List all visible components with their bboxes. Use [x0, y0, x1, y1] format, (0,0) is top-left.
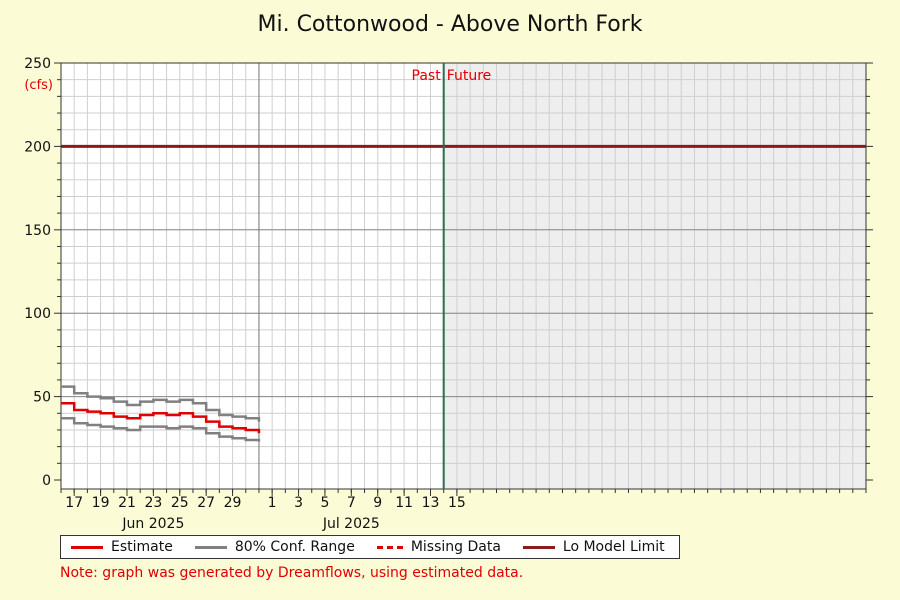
- legend-item-lo-model-limit: Lo Model Limit: [522, 539, 665, 555]
- legend: Estimate 80% Conf. Range Missing Data Lo…: [60, 535, 680, 559]
- legend-swatch-missing-data: [376, 545, 403, 549]
- legend-label-estimate: Estimate: [111, 539, 173, 555]
- x-tick-label: 23: [144, 495, 162, 511]
- x-month-label: Jul 2025: [322, 516, 380, 532]
- y-tick-label: 0: [42, 473, 51, 489]
- x-tick-label: 5: [320, 495, 329, 511]
- x-tick-label: 7: [347, 495, 356, 511]
- x-tick-label: 29: [224, 495, 242, 511]
- x-tick-label: 17: [65, 495, 83, 511]
- chart-title: Mi. Cottonwood - Above North Fork: [257, 12, 643, 37]
- series-conf-lower: [61, 417, 261, 442]
- x-tick-label: 27: [197, 495, 215, 511]
- legend-swatch-conf-range: [194, 545, 227, 549]
- x-tick-label: 3: [294, 495, 303, 511]
- legend-label-conf-range: 80% Conf. Range: [234, 539, 355, 555]
- legend-item-estimate: Estimate: [71, 539, 173, 555]
- legend-item-missing-data: Missing Data: [376, 539, 501, 555]
- legend-swatch-lo-model-limit: [522, 545, 555, 549]
- x-month-label: Jun 2025: [121, 516, 184, 532]
- y-axis-unit-label: (cfs): [24, 78, 53, 93]
- y-tick-label: 250: [24, 56, 51, 72]
- y-tick-label: 200: [24, 139, 51, 155]
- series-conf-upper: [61, 385, 261, 422]
- past-label: Past: [412, 68, 442, 84]
- y-tick-label: 50: [33, 390, 51, 406]
- legend-item-conf-range: 80% Conf. Range: [194, 539, 355, 555]
- x-tick-label: 15: [448, 495, 466, 511]
- y-tick-label: 100: [24, 306, 51, 322]
- x-tick-label: 13: [422, 495, 440, 511]
- series-estimate: [61, 402, 261, 434]
- x-tick-label: 9: [373, 495, 382, 511]
- x-tick-label: 19: [92, 495, 110, 511]
- plot-border: [60, 62, 867, 490]
- x-tick-label: 1: [268, 495, 277, 511]
- legend-label-lo-model-limit: Lo Model Limit: [562, 539, 665, 555]
- x-tick-label: 25: [171, 495, 189, 511]
- legend-swatch-estimate: [71, 545, 103, 549]
- x-tick-label: 21: [118, 495, 136, 511]
- legend-label-missing-data: Missing Data: [410, 539, 501, 555]
- future-label: Future: [447, 68, 492, 84]
- x-tick-label: 11: [395, 495, 413, 511]
- y-tick-label: 150: [24, 223, 51, 239]
- footnote: Note: graph was generated by Dreamflows,…: [60, 565, 524, 581]
